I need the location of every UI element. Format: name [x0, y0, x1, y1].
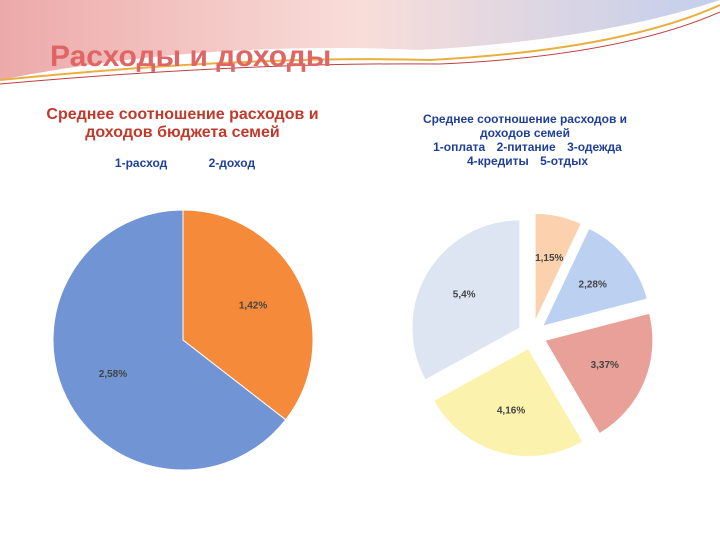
chart-title: Среднее соотношение расходов и доходов с… — [422, 112, 628, 140]
pie-slice — [52, 209, 287, 471]
legend-item: 2-доход — [208, 156, 256, 170]
legend-item: 5-отдых — [540, 154, 589, 168]
data-label: 3,37% — [591, 360, 619, 371]
data-label: 2,58% — [99, 369, 127, 380]
legend-item: 4-кредиты — [466, 154, 529, 168]
legend: 1-оплата 2-питание 3-одежда 4-кредиты 5-… — [395, 140, 660, 168]
pie-slice — [432, 347, 584, 457]
pie-slice — [541, 227, 648, 327]
legend-item: 1-расход — [114, 156, 168, 170]
legend-item: 1-оплата — [433, 140, 486, 154]
chart-title: Среднее соотношение расходов и доходов б… — [46, 106, 319, 141]
legend-item: 2-питание — [496, 140, 556, 154]
legend: 1-расход 2-доход — [80, 156, 290, 170]
decor-line — [0, 11, 720, 85]
pie-slice — [534, 212, 582, 322]
decor-line — [0, 4, 720, 81]
pie-slice — [544, 312, 654, 435]
data-label: 1,42% — [239, 300, 267, 311]
data-label: 1,15% — [535, 253, 563, 264]
slide-title: Расходы и доходы — [50, 40, 331, 73]
pie-slice — [411, 219, 521, 381]
data-label: 5,4% — [453, 290, 476, 301]
legend-item: 3-одежда — [567, 140, 622, 154]
data-label: 4,16% — [497, 406, 525, 417]
data-label: 2,28% — [579, 279, 607, 290]
pie-slice — [182, 209, 314, 421]
decor-swoosh — [0, 0, 720, 80]
